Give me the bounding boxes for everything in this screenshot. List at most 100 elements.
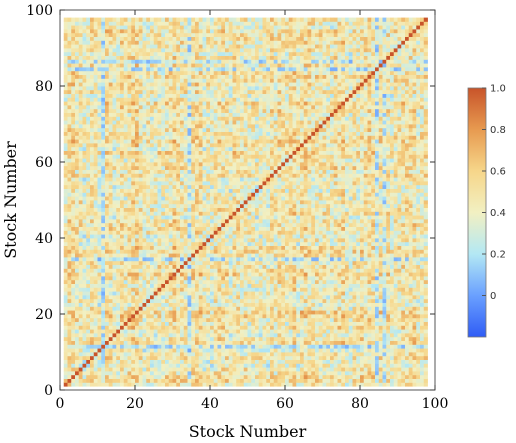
heatmap-cell — [82, 124, 87, 129]
heatmap-cell — [213, 245, 218, 250]
heatmap-cell — [168, 382, 173, 387]
heatmap-cell — [198, 184, 203, 189]
heatmap-cell — [120, 184, 125, 189]
heatmap-cell — [116, 78, 121, 83]
heatmap-cell — [180, 333, 185, 338]
heatmap-cell — [82, 348, 87, 353]
heatmap-cell — [153, 276, 158, 281]
heatmap-cell — [123, 298, 128, 303]
heatmap-cell — [86, 355, 91, 360]
heatmap-cell — [138, 165, 143, 170]
heatmap-cell — [150, 196, 155, 201]
heatmap-cell — [86, 184, 91, 189]
heatmap-cell — [187, 222, 192, 227]
heatmap-cell — [90, 101, 95, 106]
heatmap-cell — [191, 287, 196, 292]
heatmap-cell — [127, 310, 132, 315]
heatmap-cell — [63, 93, 68, 98]
heatmap-cell — [240, 382, 245, 387]
heatmap-cell — [161, 59, 166, 64]
heatmap-cell — [120, 82, 125, 87]
heatmap-cell — [63, 310, 68, 315]
heatmap-cell — [176, 32, 181, 37]
heatmap-cell — [146, 348, 151, 353]
heatmap-cell — [180, 291, 185, 296]
heatmap-cell — [213, 374, 218, 379]
heatmap-cell — [105, 184, 110, 189]
heatmap-cell — [232, 55, 237, 60]
heatmap-cell — [180, 207, 185, 212]
heatmap-cell — [157, 382, 162, 387]
heatmap-cell — [150, 184, 155, 189]
heatmap-cell — [131, 86, 136, 91]
heatmap-cell — [153, 127, 158, 132]
heatmap-cell — [217, 78, 222, 83]
heatmap-cell — [142, 238, 147, 243]
heatmap-cell — [97, 352, 102, 357]
heatmap-cell — [232, 321, 237, 326]
heatmap-cell — [108, 181, 113, 186]
heatmap-cell — [131, 325, 136, 330]
heatmap-cell — [161, 272, 166, 277]
heatmap-cell — [161, 162, 166, 167]
heatmap-cell — [217, 333, 222, 338]
heatmap-cell — [251, 238, 256, 243]
heatmap-cell — [90, 120, 95, 125]
heatmap-cell — [187, 93, 192, 98]
heatmap-cell — [97, 51, 102, 56]
heatmap-cell — [86, 310, 91, 315]
heatmap-cell — [247, 63, 252, 68]
heatmap-cell — [225, 124, 230, 129]
heatmap-cell — [251, 173, 256, 178]
heatmap-cell — [75, 181, 80, 186]
heatmap-cell — [247, 344, 252, 349]
heatmap-cell — [180, 340, 185, 345]
heatmap-cell — [138, 188, 143, 193]
heatmap-cell — [123, 97, 128, 102]
heatmap-cell — [210, 82, 215, 87]
heatmap-cell — [191, 63, 196, 68]
heatmap-cell — [161, 86, 166, 91]
heatmap-cell — [86, 325, 91, 330]
heatmap-cell — [108, 238, 113, 243]
heatmap-cell — [187, 241, 192, 246]
heatmap-cell — [225, 200, 230, 205]
heatmap-cell — [142, 378, 147, 383]
heatmap-cell — [75, 29, 80, 34]
heatmap-cell — [157, 36, 162, 41]
heatmap-cell — [142, 287, 147, 292]
heatmap-cell — [112, 257, 117, 262]
heatmap-cell — [243, 310, 248, 315]
heatmap-cell — [213, 36, 218, 41]
heatmap-cell — [157, 272, 162, 277]
heatmap-cell — [187, 230, 192, 235]
heatmap-cell — [187, 348, 192, 353]
heatmap-cell — [172, 51, 177, 56]
heatmap-cell — [225, 127, 230, 132]
heatmap-cell — [97, 112, 102, 117]
heatmap-cell — [210, 253, 215, 258]
heatmap-cell — [236, 200, 241, 205]
heatmap-cell — [202, 25, 207, 30]
heatmap-cell — [176, 302, 181, 307]
heatmap-cell — [146, 310, 151, 315]
heatmap-cell — [135, 321, 140, 326]
heatmap-cell — [247, 374, 252, 379]
heatmap-cell — [101, 257, 106, 262]
heatmap-cell — [116, 184, 121, 189]
heatmap-cell — [71, 325, 76, 330]
heatmap-cell — [86, 63, 91, 68]
heatmap-cell — [67, 340, 72, 345]
heatmap-cell — [146, 51, 151, 56]
heatmap-cell — [146, 329, 151, 334]
heatmap-cell — [172, 55, 177, 60]
heatmap-cell — [78, 196, 83, 201]
heatmap-cell — [157, 173, 162, 178]
heatmap-cell — [108, 17, 113, 22]
heatmap-cell — [138, 124, 143, 129]
heatmap-cell — [138, 131, 143, 136]
heatmap-cell — [225, 215, 230, 220]
heatmap-cell — [150, 78, 155, 83]
heatmap-cell — [165, 215, 170, 220]
heatmap-cell — [71, 283, 76, 288]
